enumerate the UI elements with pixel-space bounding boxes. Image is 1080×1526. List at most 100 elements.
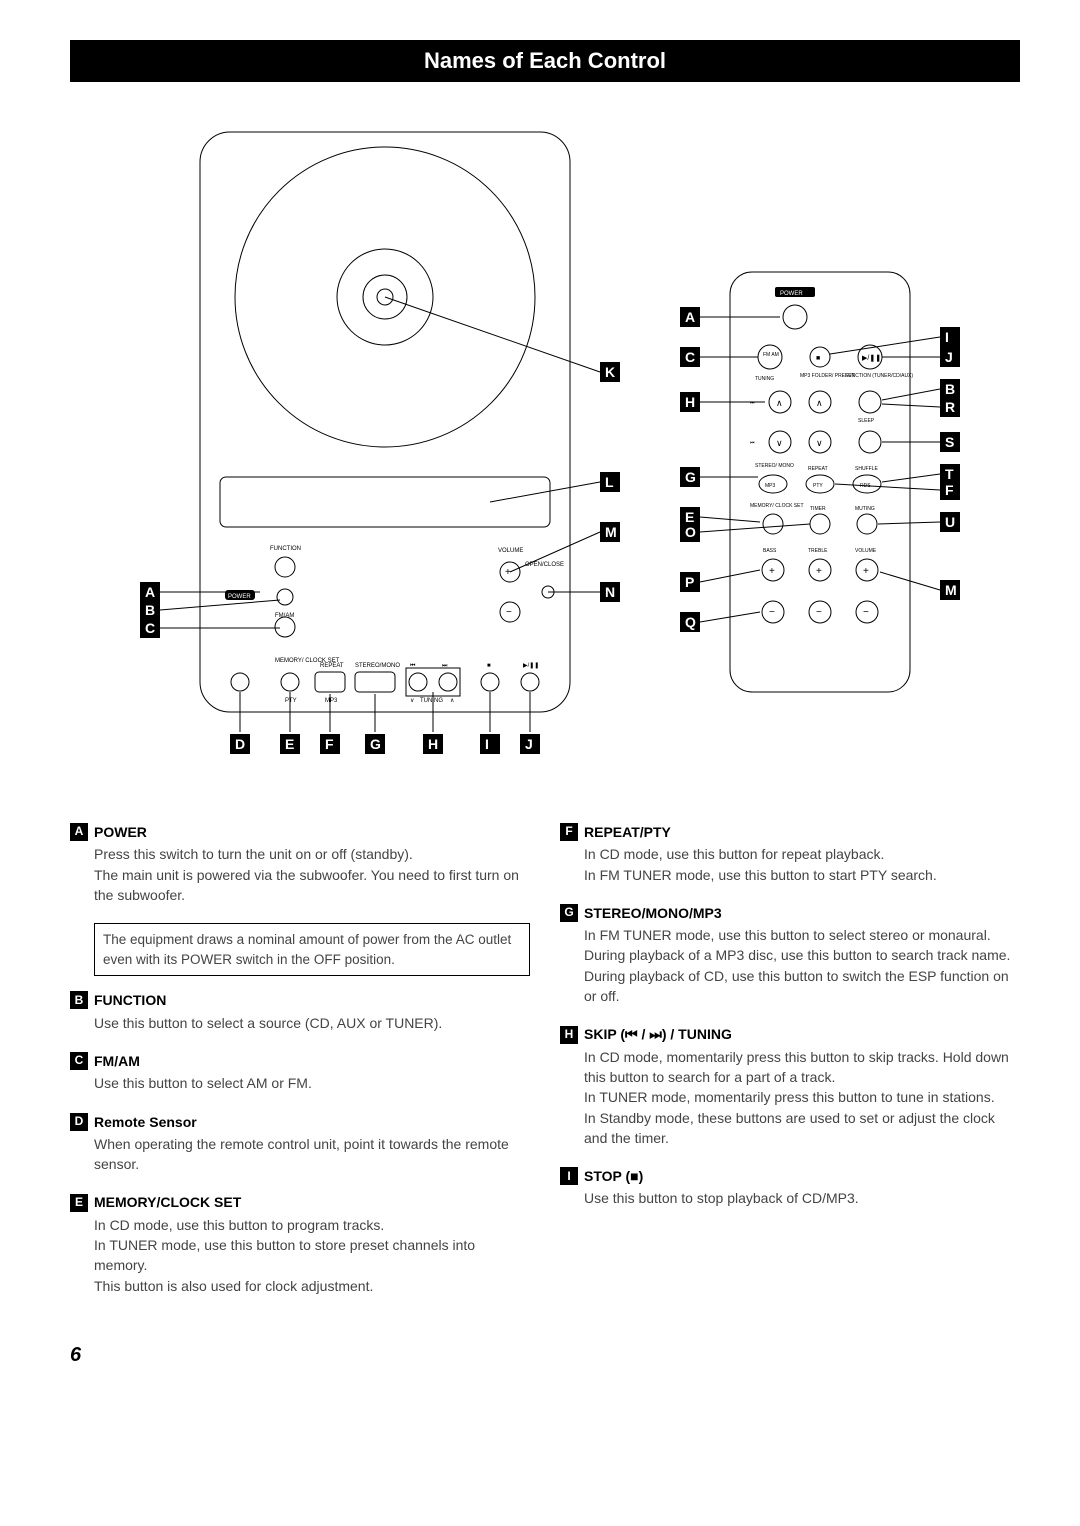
svg-text:+: +	[505, 567, 511, 578]
svg-text:∧: ∧	[776, 398, 783, 408]
svg-text:TUNING: TUNING	[420, 698, 443, 704]
svg-text:J: J	[945, 349, 953, 365]
control-item-D: D Remote SensorWhen operating the remote …	[70, 1112, 530, 1175]
svg-text:REPEAT: REPEAT	[808, 466, 828, 472]
svg-text:L: L	[605, 474, 614, 490]
item-title: STEREO/MONO/MP3	[584, 903, 722, 923]
svg-text:S: S	[945, 434, 954, 450]
item-body: In CD mode, use this button to program t…	[70, 1215, 530, 1296]
svg-text:K: K	[605, 364, 615, 380]
svg-text:FUNCTION (TUNER/CD/AUX): FUNCTION (TUNER/CD/AUX)	[845, 373, 913, 379]
svg-text:−: −	[863, 607, 869, 618]
svg-text:■: ■	[816, 355, 820, 362]
control-item-C: CFM/AMUse this button to select AM or FM…	[70, 1051, 530, 1094]
control-item-G: G STEREO/MONO/MP3In FM TUNER mode, use th…	[560, 903, 1020, 1006]
svg-text:N: N	[605, 584, 615, 600]
item-title: Remote Sensor	[94, 1112, 197, 1132]
svg-text:∧: ∧	[816, 398, 823, 408]
item-body: When operating the remote control unit, …	[70, 1134, 530, 1175]
description-columns: A POWERPress this switch to turn the unit…	[70, 822, 1020, 1314]
svg-text:■: ■	[487, 663, 491, 669]
item-body: Press this switch to turn the unit on or…	[70, 844, 530, 905]
svg-text:∨: ∨	[816, 438, 823, 448]
item-title: POWER	[94, 822, 147, 842]
svg-text:F: F	[945, 482, 954, 498]
svg-text:E: E	[285, 736, 294, 752]
letter-badge: G	[560, 904, 578, 922]
control-item-I: ISTOP (■)Use this button to stop playbac…	[560, 1166, 1020, 1209]
item-body: In FM TUNER mode, use this button to sel…	[560, 925, 1020, 1006]
item-title: MEMORY/CLOCK SET	[94, 1192, 241, 1212]
svg-text:U: U	[945, 514, 955, 530]
svg-text:SHUFFLE: SHUFFLE	[855, 466, 878, 472]
svg-text:VOLUME: VOLUME	[498, 548, 523, 554]
letter-badge: D	[70, 1113, 88, 1131]
item-title: FUNCTION	[94, 990, 166, 1010]
letter-badge: H	[560, 1026, 578, 1044]
item-body: Use this button to stop playback of CD/M…	[560, 1188, 1020, 1208]
svg-text:TIMER: TIMER	[810, 506, 826, 512]
svg-text:M: M	[945, 582, 957, 598]
svg-text:I: I	[945, 329, 949, 345]
control-item-H: HSKIP (⏮ / ⏭) / TUNINGIn CD mode, moment…	[560, 1024, 1020, 1148]
remote-diagram: POWER FM AM ■ ▶/❚❚ TUNING MP3 FOLDER/ PR…	[660, 122, 980, 762]
right-column: FREPEAT/PTYIn CD mode, use this button f…	[560, 822, 1020, 1314]
svg-text:−: −	[506, 607, 512, 618]
svg-text:FUNCTION: FUNCTION	[270, 546, 301, 552]
control-item-E: EMEMORY/CLOCK SETIn CD mode, use this bu…	[70, 1192, 530, 1295]
svg-text:∨: ∨	[776, 438, 783, 448]
svg-text:F: F	[325, 736, 334, 752]
svg-text:MP3: MP3	[325, 698, 338, 704]
letter-badge: A	[70, 823, 88, 841]
svg-text:+: +	[863, 566, 869, 577]
svg-text:C: C	[145, 620, 155, 636]
main-unit-diagram: + − VOLUME OPEN/CLOSE POWER FUNCTION FM/…	[110, 122, 630, 762]
svg-text:I: I	[485, 736, 489, 752]
page-header: Names of Each Control	[70, 40, 1020, 82]
item-title: REPEAT/PTY	[584, 822, 671, 842]
svg-text:B: B	[145, 602, 155, 618]
svg-text:Q: Q	[685, 614, 696, 630]
svg-text:+: +	[769, 566, 775, 577]
svg-text:MUTING: MUTING	[855, 506, 875, 512]
svg-text:M: M	[605, 524, 617, 540]
svg-text:−: −	[769, 607, 775, 618]
svg-text:G: G	[370, 736, 381, 752]
svg-text:POWER: POWER	[228, 594, 251, 600]
svg-text:PTY: PTY	[813, 483, 823, 489]
svg-text:H: H	[428, 736, 438, 752]
svg-text:P: P	[685, 574, 694, 590]
svg-text:D: D	[235, 736, 245, 752]
svg-text:REPEAT: REPEAT	[320, 663, 344, 669]
svg-text:▶/❚❚: ▶/❚❚	[523, 662, 539, 669]
svg-text:STEREO/ MONO: STEREO/ MONO	[755, 463, 794, 469]
svg-text:−: −	[816, 607, 822, 618]
svg-text:TREBLE: TREBLE	[808, 548, 828, 554]
power-note-box: The equipment draws a nominal amount of …	[94, 923, 530, 976]
item-title: SKIP (⏮ / ⏭) / TUNING	[584, 1024, 732, 1044]
svg-text:B: B	[945, 381, 955, 397]
control-item-B: BFUNCTIONUse this button to select a sou…	[70, 990, 530, 1033]
svg-text:T: T	[945, 466, 954, 482]
svg-text:⏭: ⏭	[750, 400, 755, 406]
svg-text:∧: ∧	[450, 698, 454, 704]
svg-text:SLEEP: SLEEP	[858, 418, 875, 424]
svg-text:J: J	[525, 736, 533, 752]
svg-text:R: R	[945, 399, 955, 415]
svg-text:⏮: ⏮	[750, 440, 755, 446]
svg-text:∨: ∨	[410, 698, 414, 704]
svg-text:BASS: BASS	[763, 548, 777, 554]
diagram-area: + − VOLUME OPEN/CLOSE POWER FUNCTION FM/…	[70, 122, 1020, 762]
svg-text:O: O	[685, 524, 696, 540]
svg-text:STEREO/MONO: STEREO/MONO	[355, 663, 400, 669]
svg-text:PTY: PTY	[285, 698, 297, 704]
svg-text:+: +	[816, 566, 822, 577]
svg-text:▶/❚❚: ▶/❚❚	[862, 354, 881, 362]
svg-text:FM AM: FM AM	[763, 352, 779, 358]
item-body: Use this button to select AM or FM.	[70, 1073, 530, 1093]
letter-badge: I	[560, 1167, 578, 1185]
svg-text:C: C	[685, 349, 695, 365]
callout-B	[160, 600, 280, 610]
svg-text:H: H	[685, 394, 695, 410]
svg-text:MEMORY/ CLOCK SET: MEMORY/ CLOCK SET	[750, 503, 804, 509]
